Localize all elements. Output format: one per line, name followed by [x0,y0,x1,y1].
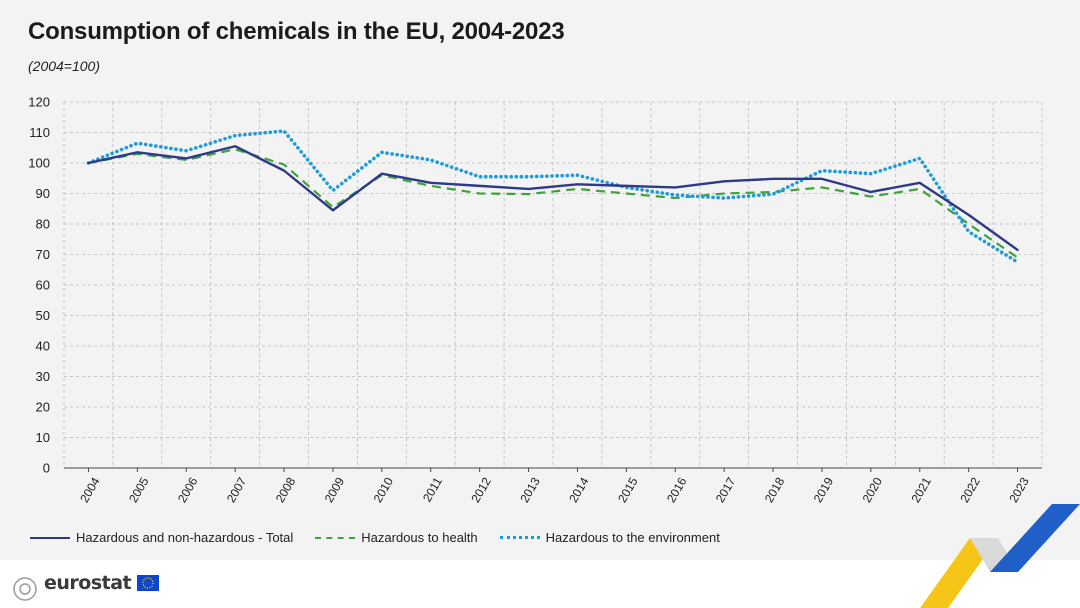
y-tick-label: 10 [36,430,50,445]
chart-subtitle: (2004=100) [28,58,101,74]
x-tick-label: 2010 [371,475,397,505]
y-tick-label: 80 [36,217,50,232]
y-tick-label: 70 [36,247,50,262]
x-tick-label: 2018 [762,475,788,505]
decorative-swoosh-icon [920,504,1080,608]
legend-item-health[interactable]: Hazardous to health [315,530,478,545]
x-tick-label: 2012 [468,475,494,505]
x-tick-label: 2016 [664,475,690,505]
copyright-logo-icon [13,577,37,601]
legend-item-environment[interactable]: Hazardous to the environment [499,530,720,545]
chart-legend: Hazardous and non-hazardous - Total Haza… [30,530,720,545]
x-tick-label: 2007 [224,475,250,505]
legend-swatch-health [315,536,356,539]
y-tick-label: 60 [36,278,50,293]
y-tick-label: 0 [43,461,50,476]
series-line-solid [87,145,1019,252]
legend-label-environment: Hazardous to the environment [545,530,720,545]
eurostat-logo[interactable]: eurostat [44,572,160,594]
brand-name: eurostat [44,572,132,594]
chart-title: Consumption of chemicals in the EU, 2004… [28,18,565,45]
footer-bar [0,560,1080,608]
x-tick-label: 2008 [273,475,299,505]
y-tick-label: 30 [36,369,50,384]
eu-flag-icon [137,575,160,591]
legend-swatch-environment [499,536,540,539]
legend-swatch-total [30,536,70,539]
series-line-dotted [86,129,1020,264]
x-tick-label: 2004 [77,475,103,505]
legend-label-total: Hazardous and non-hazardous - Total [76,530,294,545]
x-tick-label: 2006 [175,475,201,505]
y-tick-label: 90 [36,186,50,201]
y-tick-label: 20 [36,400,50,415]
x-tick-label: 2009 [322,475,348,505]
line-chart: 0 10 20 30 40 50 60 70 80 90 100 110 120 2004 2005 2006… [28,95,1043,505]
y-tick-label: 40 [36,339,50,354]
x-tick-label: 2013 [517,475,543,505]
x-tick-label: 2014 [566,475,592,505]
legend-item-total[interactable]: Hazardous and non-hazardous - Total [30,530,293,545]
legend-label-health: Hazardous to health [361,530,478,545]
x-tick-label: 2020 [860,475,886,505]
x-tick-label: 2005 [126,475,152,505]
y-tick-label: 120 [28,95,50,110]
x-tick-label: 2015 [615,475,641,505]
x-tick-label: 2011 [420,475,445,505]
y-tick-label: 100 [28,156,50,171]
y-tick-label: 110 [29,125,50,140]
x-tick-label: 2017 [713,475,739,505]
series-line-dashed [88,148,1019,259]
y-tick-label: 50 [36,308,50,323]
x-tick-label: 2019 [811,475,837,505]
